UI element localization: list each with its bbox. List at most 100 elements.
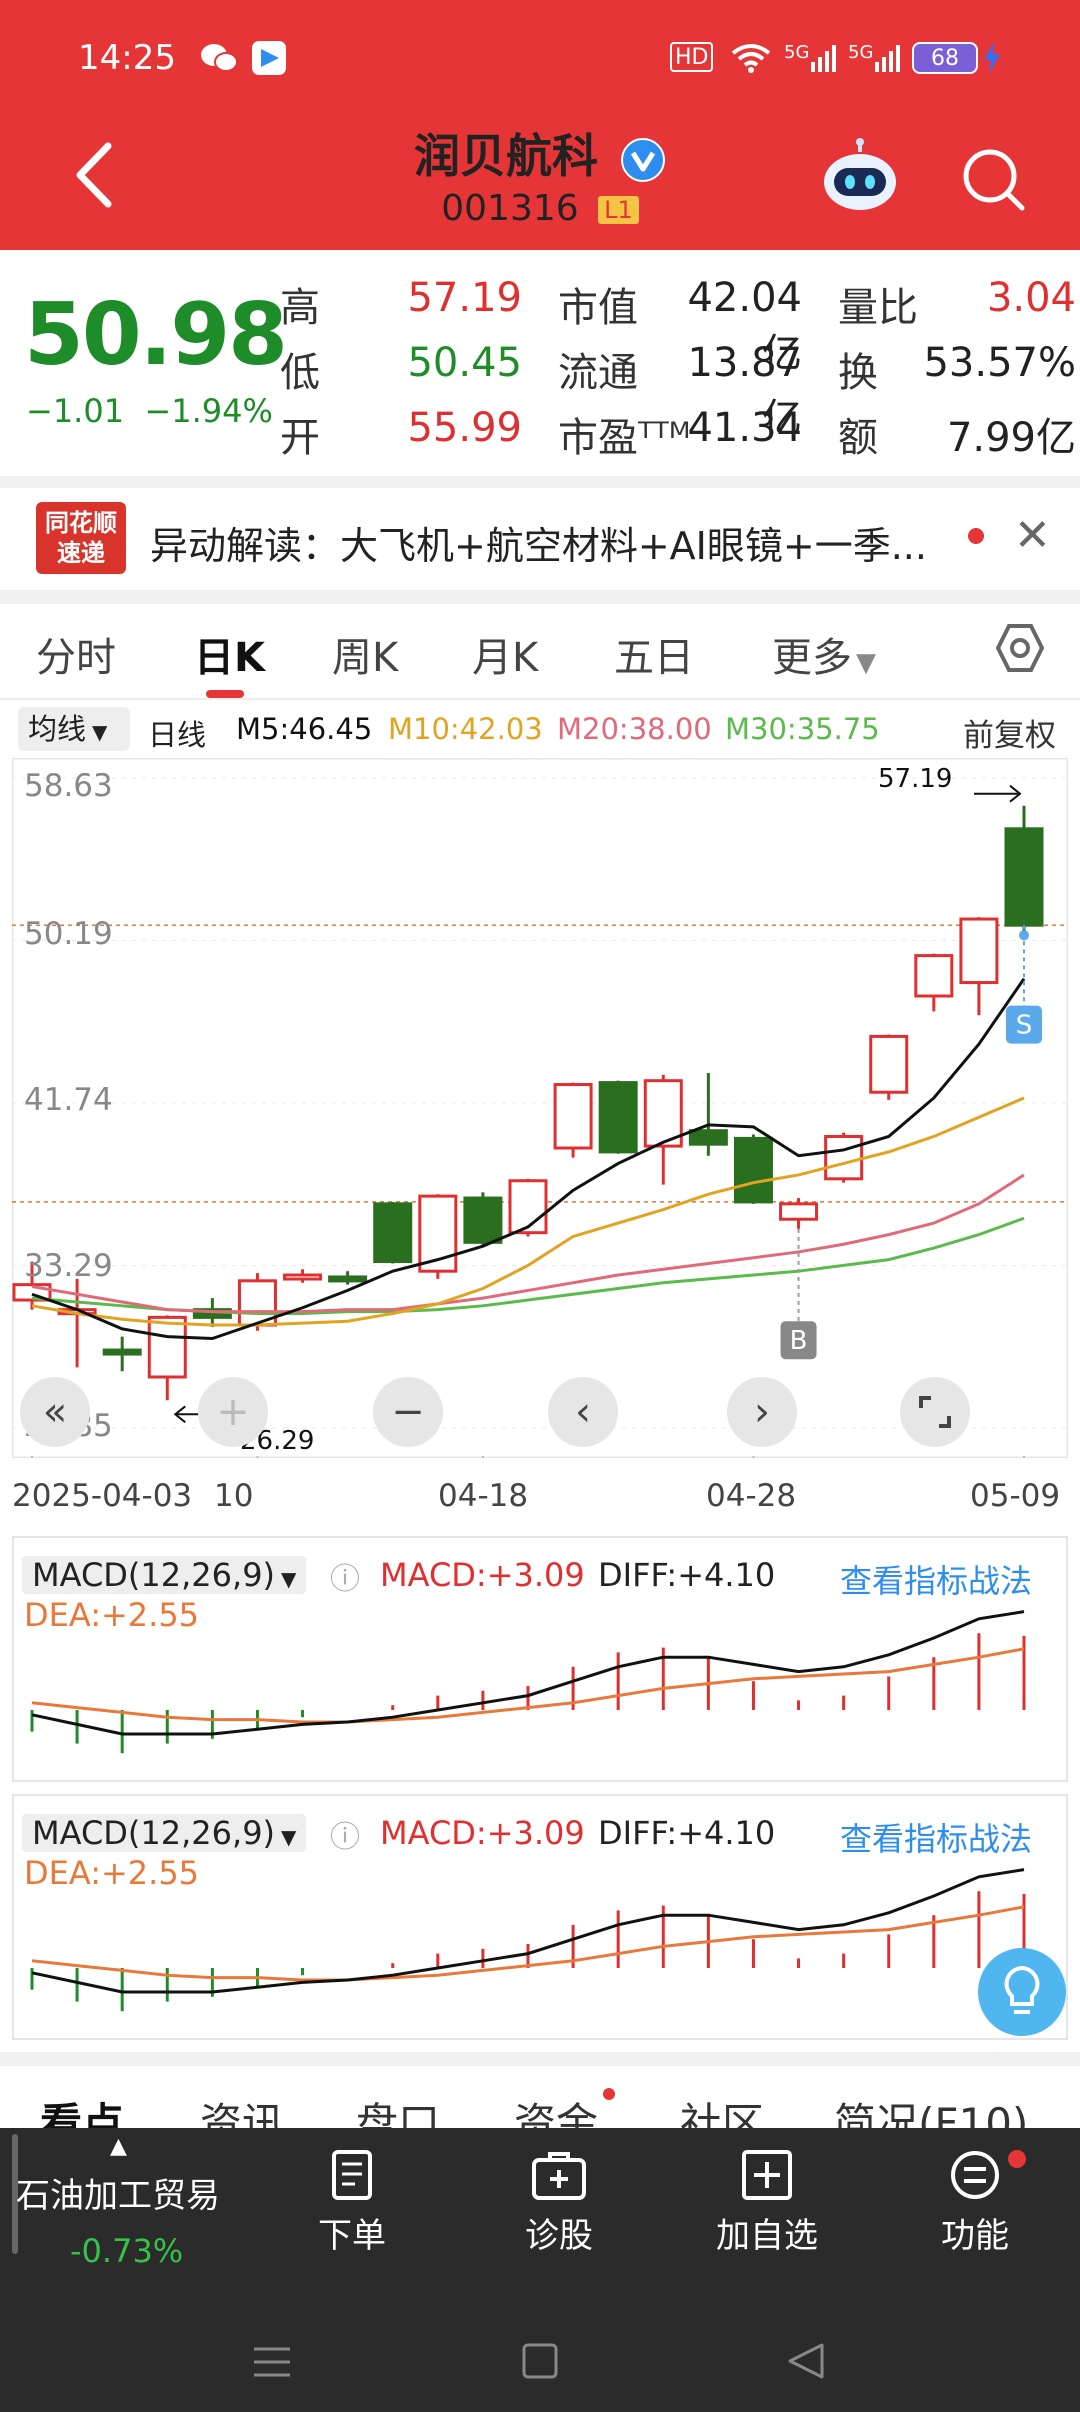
hd-icon: HD bbox=[670, 42, 714, 72]
tab-intraday[interactable]: 分时 bbox=[36, 635, 116, 681]
ma10-line bbox=[31, 1096, 1025, 1327]
tab-more[interactable]: 更多 ▼ bbox=[772, 625, 876, 683]
macd-title: MACD(12,26,9) bbox=[32, 1814, 276, 1852]
status-time: 14:25 bbox=[78, 38, 176, 78]
turnover-value: 53.57% bbox=[923, 340, 1076, 386]
price-change: −1.01 −1.94% bbox=[26, 392, 273, 430]
low-label: 低 bbox=[280, 350, 320, 396]
zoom-out-button[interactable]: − bbox=[373, 1377, 443, 1447]
volratio-value: 3.04 bbox=[986, 275, 1076, 321]
tab-daily-k[interactable]: 日K bbox=[194, 635, 265, 681]
robot-assistant-icon[interactable] bbox=[820, 138, 900, 214]
macd-chart bbox=[30, 1610, 1026, 1754]
add-watchlist-button[interactable]: 加自选 bbox=[687, 2148, 847, 2257]
menu-icon[interactable] bbox=[252, 2345, 292, 2379]
pe-label: 市盈ᵀᵀᴹ bbox=[558, 415, 691, 461]
sell-marker-label: S bbox=[1016, 1011, 1033, 1041]
menu-icon bbox=[951, 2151, 999, 2199]
amount-value: 7.99亿 bbox=[946, 415, 1076, 461]
fullscreen-icon[interactable] bbox=[900, 1377, 970, 1447]
macd-selector[interactable]: MACD(12,26,9) ▼ bbox=[22, 1556, 307, 1594]
candle-body bbox=[463, 1196, 503, 1244]
search-icon[interactable] bbox=[960, 146, 1026, 212]
indicator-strategy-link[interactable]: 查看指标战法 bbox=[840, 1562, 1033, 1600]
signal-label-b: 5G bbox=[848, 42, 874, 63]
level-badge: L1 bbox=[598, 196, 639, 224]
ma30-value: M30:35.75 bbox=[725, 712, 880, 746]
scroll-left-button[interactable]: ‹ bbox=[548, 1377, 618, 1447]
help-icon[interactable]: ⓘ bbox=[330, 1562, 360, 1597]
back-icon[interactable] bbox=[70, 140, 120, 210]
diagnose-label: 诊股 bbox=[525, 2216, 593, 2256]
adjust-mode[interactable]: 前复权 bbox=[963, 718, 1056, 754]
candle-body bbox=[102, 1348, 142, 1356]
tab-monthly-k[interactable]: 月K bbox=[472, 635, 539, 681]
low-value: 50.45 bbox=[407, 340, 522, 386]
sell-marker bbox=[1006, 1005, 1042, 1044]
candlestick-chart[interactable]: BS bbox=[12, 758, 1068, 1458]
drag-handle[interactable] bbox=[12, 2134, 18, 2254]
order-button[interactable]: 下单 bbox=[272, 2148, 432, 2257]
crosshair-button[interactable]: + bbox=[198, 1377, 268, 1447]
amount-label: 额 bbox=[838, 415, 878, 461]
low-arrow-head bbox=[173, 1405, 186, 1424]
diff-line bbox=[31, 1610, 1025, 1736]
lightbulb-icon[interactable] bbox=[978, 1948, 1066, 2036]
sell-marker-dot bbox=[1019, 930, 1029, 941]
indicator-strategy-link[interactable]: 查看指标战法 bbox=[840, 1820, 1033, 1858]
add-watchlist-label: 加自选 bbox=[716, 2216, 818, 2256]
functions-button[interactable]: 功能 bbox=[895, 2148, 1055, 2257]
divider bbox=[0, 590, 1080, 604]
x-label: 04-18 bbox=[438, 1478, 529, 1514]
signal-5g-icon-b: 5G bbox=[848, 42, 903, 74]
candle-body bbox=[914, 954, 954, 998]
high-value: 57.19 bbox=[407, 275, 522, 321]
functions-label: 功能 bbox=[941, 2216, 1009, 2256]
settings-icon[interactable] bbox=[994, 622, 1046, 674]
tab-five-day[interactable]: 五日 bbox=[614, 635, 694, 681]
zoom-out-far-button[interactable]: « bbox=[20, 1377, 90, 1447]
candle-body bbox=[688, 1129, 728, 1146]
ma-period: 日线 bbox=[148, 718, 207, 752]
candle-body bbox=[373, 1202, 413, 1264]
divider bbox=[0, 2052, 1080, 2066]
system-nav-bar bbox=[0, 2303, 1080, 2412]
macd-selector[interactable]: MACD(12,26,9) ▼ bbox=[22, 1814, 307, 1852]
diff-line bbox=[31, 1868, 1025, 1994]
stock-code: 001316 bbox=[441, 188, 579, 229]
dea-line bbox=[31, 1647, 1025, 1724]
macd-panel bbox=[12, 1794, 1068, 2040]
wechat-icon bbox=[200, 42, 238, 74]
scroll-right-button[interactable]: › bbox=[727, 1377, 797, 1447]
pe-value: 41.34 bbox=[687, 405, 802, 451]
tab-more-label: 更多 bbox=[772, 635, 852, 681]
buy-marker-label: B bbox=[790, 1326, 808, 1356]
tab-weekly-k[interactable]: 周K bbox=[332, 635, 399, 681]
charging-icon bbox=[982, 42, 1002, 74]
candle-body bbox=[147, 1315, 187, 1379]
battery-icon: 68 bbox=[912, 42, 978, 74]
ma5-line bbox=[31, 977, 1026, 1341]
close-icon[interactable]: ✕ bbox=[1014, 510, 1051, 561]
mktcap-value: 42.04亿 bbox=[687, 275, 802, 377]
macd-chart bbox=[30, 1868, 1026, 2012]
ma-selector[interactable]: 均线 ▼ bbox=[18, 707, 130, 751]
dea-value: DEA:+2.55 bbox=[24, 1596, 200, 1634]
candle-body bbox=[959, 917, 999, 985]
sector-name[interactable]: 石油加工贸易 bbox=[16, 2176, 220, 2216]
home-icon[interactable] bbox=[522, 2343, 558, 2379]
notification-dot bbox=[1008, 2150, 1026, 2168]
x-label: 05-09 bbox=[970, 1478, 1061, 1514]
current-price: 50.98 bbox=[24, 285, 288, 385]
chevron-up-icon[interactable]: ▲ bbox=[110, 2134, 127, 2159]
help-icon[interactable]: ⓘ bbox=[330, 1820, 360, 1855]
candle-body bbox=[643, 1079, 683, 1148]
diagnose-button[interactable]: 诊股 bbox=[479, 2148, 639, 2257]
diff-value: DIFF:+4.10 bbox=[598, 1814, 776, 1852]
divider bbox=[0, 698, 1080, 700]
back-nav-icon[interactable] bbox=[786, 2341, 826, 2381]
wifi-icon bbox=[730, 42, 772, 74]
add-icon bbox=[742, 2150, 792, 2200]
candle-body bbox=[508, 1179, 548, 1235]
news-headline[interactable]: 异动解读：大飞机+航空材料+AI眼镜+一季... bbox=[150, 524, 927, 568]
